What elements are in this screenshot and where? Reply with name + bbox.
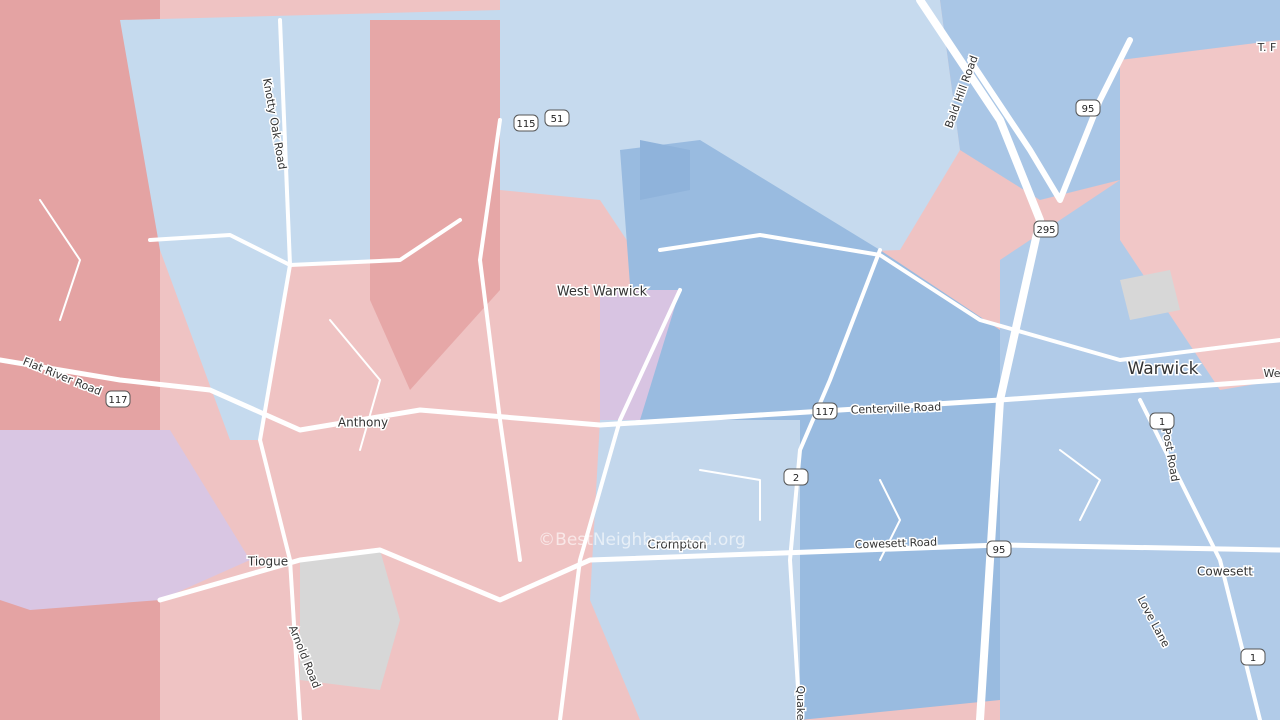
route-shield: 51 (544, 109, 570, 127)
shield-box (1033, 220, 1059, 238)
road (39, 199, 1101, 561)
route-shield: 115 (513, 114, 539, 132)
water (300, 550, 400, 690)
road-label: Cowesett Road (855, 536, 938, 552)
route-shield: 1 (1149, 412, 1175, 430)
shield-number: 295 (1036, 225, 1055, 236)
shield-number: 115 (516, 119, 535, 130)
shield-number: 1 (1250, 653, 1256, 664)
shield-number: 117 (815, 407, 834, 418)
road (148, 218, 462, 267)
shield-box (812, 402, 838, 420)
region (600, 290, 680, 420)
road (967, 37, 1133, 203)
shield-number: 117 (108, 395, 127, 406)
region (940, 0, 1280, 200)
place-label: Warwick (1128, 359, 1199, 379)
region (370, 20, 500, 390)
road (558, 288, 682, 720)
shield-number: 1 (1159, 417, 1165, 428)
region (500, 0, 960, 260)
road (916, 0, 1044, 720)
place-label: Cowesett (1197, 565, 1253, 579)
shield-number: 2 (793, 473, 799, 484)
watermark: ©BestNeighborhood.org (538, 530, 746, 550)
place-label: Tiogue (247, 555, 288, 569)
shield-number: 95 (993, 545, 1006, 556)
shield-box (986, 540, 1012, 558)
shield-box (105, 390, 131, 408)
shield-box (544, 109, 570, 127)
shield-box (1149, 412, 1175, 430)
road (478, 118, 522, 562)
route-shield: 295 (1033, 220, 1059, 238)
road (1138, 398, 1262, 720)
shield-number: 51 (551, 114, 564, 125)
place-label: West Warwick (557, 285, 648, 300)
shield-box (783, 468, 809, 486)
shield-number: 95 (1082, 104, 1095, 115)
region (0, 430, 250, 610)
road (0, 357, 1280, 433)
road-label: Centerville Road (850, 400, 941, 416)
road-label: T. F (1257, 41, 1277, 54)
road (788, 248, 882, 720)
road (258, 18, 302, 720)
road-label: Quake (794, 685, 807, 720)
route-shield: 95 (986, 540, 1012, 558)
region (1120, 40, 1280, 390)
region (590, 420, 800, 720)
route-shield: 2 (783, 468, 809, 486)
shield-box (1240, 648, 1266, 666)
shield-box (1075, 99, 1101, 117)
route-shield: 1 (1240, 648, 1266, 666)
shield-box (513, 114, 539, 132)
road-label: We (1264, 367, 1280, 380)
water (640, 140, 690, 200)
place-label: Crompton (647, 538, 706, 552)
labels: West Warwick Warwick Anthony Tiogue Crompton… (20, 40, 1280, 720)
water (1120, 270, 1180, 320)
place-label: Anthony (338, 416, 388, 430)
route-shield: 117 (812, 402, 838, 420)
route-shield: 117 (105, 390, 131, 408)
route-shield: 95 (1075, 99, 1101, 117)
road (658, 233, 1280, 362)
